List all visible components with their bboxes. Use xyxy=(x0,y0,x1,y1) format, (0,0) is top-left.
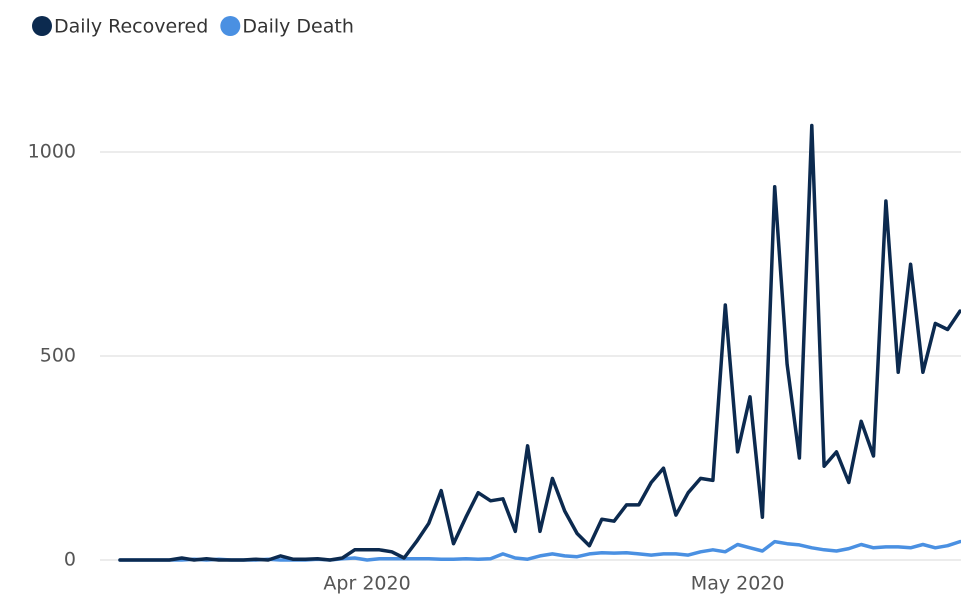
x-tick-label: Apr 2020 xyxy=(323,573,410,595)
y-tick-label: 500 xyxy=(40,345,76,367)
legend-label: Daily Death xyxy=(242,16,354,38)
y-tick-label: 1000 xyxy=(28,141,76,163)
series-line xyxy=(118,539,961,562)
legend-marker xyxy=(32,16,52,36)
series-line xyxy=(118,123,961,562)
y-tick-label: 0 xyxy=(64,549,76,571)
legend-marker xyxy=(220,16,241,36)
legend: Daily Recovered Daily Death xyxy=(32,16,354,38)
legend-label: Daily Recovered xyxy=(54,16,208,38)
x-tick-label: May 2020 xyxy=(691,573,785,595)
